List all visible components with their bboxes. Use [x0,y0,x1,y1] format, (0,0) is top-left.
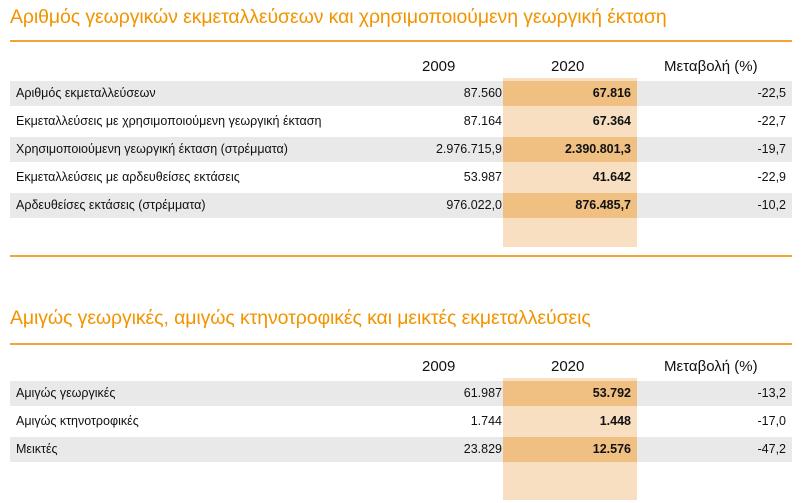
row-label: Μεικτές [16,442,58,456]
row-label: Χρησιμοποιούμενη γεωργική έκταση (στρέμμ… [16,142,288,156]
value-change: -22,7 [757,114,787,128]
value-2020: 2.390.801,3 [503,137,637,162]
header-2009: 2009 [422,358,456,375]
value-2009: 976.022,0 [446,198,502,212]
value-2009: 23.829 [463,442,502,456]
row-label: Αριθμός εκμεταλλεύσεων [16,86,156,100]
row-label: Αμιγώς γεωργικές [16,386,116,400]
value-change: -13,2 [757,386,787,400]
farm-holdings-table: Αριθμός γεωργικών εκμεταλλεύσεων και χρη… [10,6,792,257]
header-2009: 2009 [422,58,456,75]
title-divider [10,40,792,42]
value-2020: 67.816 [503,81,637,106]
value-2009: 1.744 [470,414,502,428]
year-2020-column-highlight [503,78,637,247]
value-change: -47,2 [757,442,787,456]
row-label: Εκμεταλλεύσεις με χρησιμοποιούμενη γεωργ… [16,114,322,128]
value-2020: 67.364 [503,109,637,134]
header-2020: 2020 [551,58,585,75]
table-row: Εκμεταλλεύσεις με χρησιμοποιούμενη γεωργ… [10,109,792,134]
value-change: -22,9 [757,170,787,184]
table-row: Μεικτές 23.829 12.576 -47,2 [10,437,792,462]
value-2020: 876.485,7 [503,193,637,218]
value-change: -22,5 [757,86,787,100]
table-title: Αμιγώς γεωργικές, αμιγώς κτηνοτροφικές κ… [10,307,591,329]
row-label: Αμιγώς κτηνοτροφικές [16,414,139,428]
table-title: Αριθμός γεωργικών εκμεταλλεύσεων και χρη… [10,6,667,28]
row-label: Εκμεταλλεύσεις με αρδευθείσες εκτάσεις [16,170,240,184]
holding-type-table: Αμιγώς γεωργικές, αμιγώς κτηνοτροφικές κ… [0,300,802,503]
table-row: Αμιγώς κτηνοτροφικές 1.744 1.448 -17,0 [10,409,792,434]
header-change: Μεταβολή (%) [664,358,758,375]
value-2009: 87.164 [463,114,502,128]
header-change: Μεταβολή (%) [664,58,758,75]
table-row: Αριθμός εκμεταλλεύσεων 87.560 67.816 -22… [10,81,792,106]
value-2020: 12.576 [503,437,637,462]
header-2020: 2020 [551,358,585,375]
value-2009: 87.560 [463,86,502,100]
value-2020: 41.642 [503,165,637,190]
value-change: -19,7 [757,142,787,156]
table-row: Αρδευθείσες εκτάσεις (στρέμματα) 976.022… [10,193,792,218]
table-bottom-divider [10,255,792,257]
value-2009: 61.987 [463,386,502,400]
table-row: Εκμεταλλεύσεις με αρδευθείσες εκτάσεις 5… [10,165,792,190]
value-change: -17,0 [757,414,787,428]
value-change: -10,2 [757,198,787,212]
row-label: Αρδευθείσες εκτάσεις (στρέμματα) [16,198,206,212]
value-2020: 1.448 [503,409,637,434]
title-divider [10,343,792,345]
value-2009: 53.987 [463,170,502,184]
value-2020: 53.792 [503,381,637,406]
table-row: Χρησιμοποιούμενη γεωργική έκταση (στρέμμ… [10,137,792,162]
table-row: Αμιγώς γεωργικές 61.987 53.792 -13,2 [10,381,792,406]
value-2009: 2.976.715,9 [435,142,502,156]
